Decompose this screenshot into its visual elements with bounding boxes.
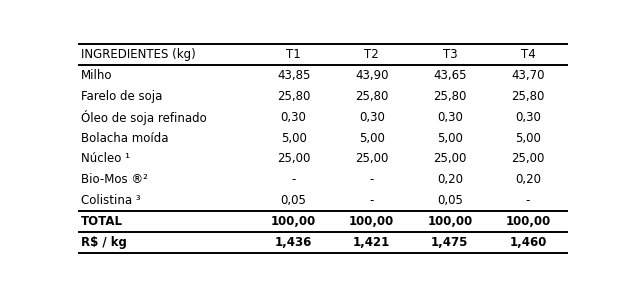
- Text: 100,00: 100,00: [505, 215, 551, 228]
- Text: 0,30: 0,30: [358, 111, 385, 124]
- Text: T2: T2: [364, 48, 379, 61]
- Text: -: -: [370, 173, 374, 186]
- Text: Bolacha moída: Bolacha moída: [81, 131, 169, 145]
- Text: 25,80: 25,80: [277, 90, 310, 103]
- Text: 43,85: 43,85: [277, 69, 310, 82]
- Text: Milho: Milho: [81, 69, 113, 82]
- Text: TOTAL: TOTAL: [81, 215, 123, 228]
- Text: 5,00: 5,00: [280, 131, 307, 145]
- Text: 0,05: 0,05: [437, 194, 463, 207]
- Text: 25,00: 25,00: [433, 152, 466, 166]
- Text: 25,80: 25,80: [433, 90, 466, 103]
- Text: T1: T1: [286, 48, 301, 61]
- Text: 1,460: 1,460: [509, 236, 547, 249]
- Text: 1,475: 1,475: [431, 236, 469, 249]
- Text: -: -: [292, 173, 295, 186]
- Text: 25,00: 25,00: [277, 152, 310, 166]
- Text: 0,30: 0,30: [280, 111, 307, 124]
- Text: 0,20: 0,20: [515, 173, 541, 186]
- Text: 43,65: 43,65: [433, 69, 467, 82]
- Text: 25,80: 25,80: [355, 90, 388, 103]
- Text: 0,30: 0,30: [515, 111, 541, 124]
- Text: Farelo de soja: Farelo de soja: [81, 90, 163, 103]
- Text: 25,80: 25,80: [512, 90, 544, 103]
- Text: 0,30: 0,30: [437, 111, 463, 124]
- Text: R$ / kg: R$ / kg: [81, 236, 127, 249]
- Text: T3: T3: [442, 48, 457, 61]
- Text: 43,90: 43,90: [355, 69, 389, 82]
- Text: Núcleo ¹: Núcleo ¹: [81, 152, 130, 166]
- Text: Bio-Mos ®²: Bio-Mos ®²: [81, 173, 148, 186]
- Text: 0,20: 0,20: [437, 173, 463, 186]
- Text: 25,00: 25,00: [512, 152, 544, 166]
- Text: 25,00: 25,00: [355, 152, 388, 166]
- Text: 0,05: 0,05: [280, 194, 307, 207]
- Text: Óleo de soja refinado: Óleo de soja refinado: [81, 110, 207, 125]
- Text: INGREDIENTES (kg): INGREDIENTES (kg): [81, 48, 196, 61]
- Text: 100,00: 100,00: [271, 215, 316, 228]
- Text: 1,421: 1,421: [353, 236, 391, 249]
- Text: 100,00: 100,00: [427, 215, 472, 228]
- Text: -: -: [370, 194, 374, 207]
- Text: Colistina ³: Colistina ³: [81, 194, 141, 207]
- Text: T4: T4: [520, 48, 536, 61]
- Text: 5,00: 5,00: [437, 131, 463, 145]
- Text: 5,00: 5,00: [358, 131, 385, 145]
- Text: 43,70: 43,70: [511, 69, 545, 82]
- Text: 100,00: 100,00: [349, 215, 394, 228]
- Text: -: -: [526, 194, 530, 207]
- Text: 5,00: 5,00: [515, 131, 541, 145]
- Text: 1,436: 1,436: [275, 236, 312, 249]
